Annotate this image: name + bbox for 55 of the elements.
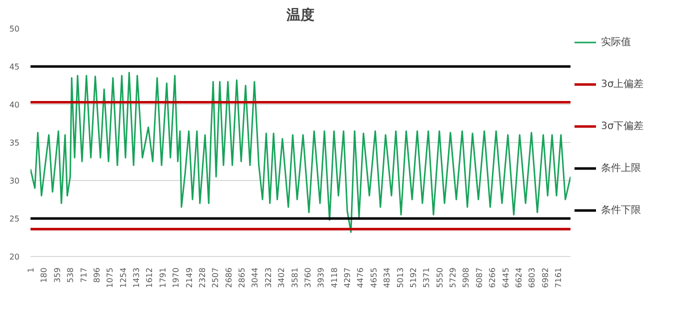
legend-label: 3σ上偏差 <box>601 78 645 91</box>
legend-label: 3σ下偏差 <box>601 120 645 133</box>
line-series <box>30 72 570 233</box>
x-tick-label: 1 <box>26 267 36 273</box>
x-tick-label: 5192 <box>408 268 418 288</box>
x-tick-label: 4834 <box>382 268 392 288</box>
x-tick-label: 5550 <box>435 268 444 288</box>
legend-label: 条件上限 <box>601 162 642 175</box>
x-tick-label: 1970 <box>172 268 181 288</box>
y-tick-label: 30 <box>9 176 20 186</box>
x-tick-label: 7161 <box>554 268 564 288</box>
x-tick-label: 3223 <box>264 268 273 288</box>
x-tick-label: 5908 <box>462 268 471 288</box>
legend-label: 条件下限 <box>601 204 642 217</box>
y-tick-label: 45 <box>9 62 20 72</box>
y-tick-label: 20 <box>9 252 20 262</box>
x-tick-label: 3581 <box>290 268 300 288</box>
y-tick-label: 40 <box>9 100 20 110</box>
y-tick-label: 50 <box>9 24 20 34</box>
x-tick-label: 6445 <box>501 268 510 288</box>
x-tick-label: 6982 <box>540 268 550 288</box>
x-tick-label: 4297 <box>343 268 352 288</box>
x-tick-label: 2149 <box>184 268 194 288</box>
x-tick-label: 4655 <box>369 268 378 288</box>
x-tick-label: 538 <box>66 267 76 283</box>
x-tick-label: 1612 <box>145 268 154 288</box>
x-tick-label: 5013 <box>396 268 405 288</box>
x-tick-label: 5729 <box>448 268 458 288</box>
x-tick-label: 896 <box>92 267 102 283</box>
x-tick-label: 1254 <box>118 268 128 288</box>
x-tick-label: 1075 <box>106 268 115 288</box>
x-tick-label: 3760 <box>303 268 312 288</box>
y-tick-label: 35 <box>9 138 20 148</box>
x-tick-label: 1433 <box>132 268 142 288</box>
x-tick-label: 180 <box>40 267 49 283</box>
x-tick-label: 6266 <box>488 268 498 288</box>
x-tick-label: 2865 <box>238 268 247 288</box>
x-tick-label: 4118 <box>330 268 339 288</box>
x-tick-label: 1791 <box>158 268 168 288</box>
chart-title: 温度 <box>286 6 314 24</box>
x-tick-label: 3044 <box>250 268 260 288</box>
x-tick-label: 2328 <box>198 268 207 288</box>
legend-label: 实际值 <box>601 36 632 49</box>
x-tick-label: 359 <box>52 267 62 283</box>
x-tick-label: 4476 <box>356 268 366 288</box>
y-tick-label: 25 <box>9 214 20 224</box>
x-tick-label: 717 <box>79 267 88 283</box>
x-tick-label: 3939 <box>316 268 326 288</box>
x-tick-label: 6803 <box>528 268 537 288</box>
x-tick-label: 2686 <box>224 268 234 288</box>
x-tick-label: 2507 <box>211 268 220 288</box>
x-tick-label: 3402 <box>277 268 286 288</box>
x-tick-label: 6624 <box>514 268 524 288</box>
x-tick-label: 6087 <box>474 268 484 288</box>
x-tick-label: 5371 <box>422 268 432 288</box>
